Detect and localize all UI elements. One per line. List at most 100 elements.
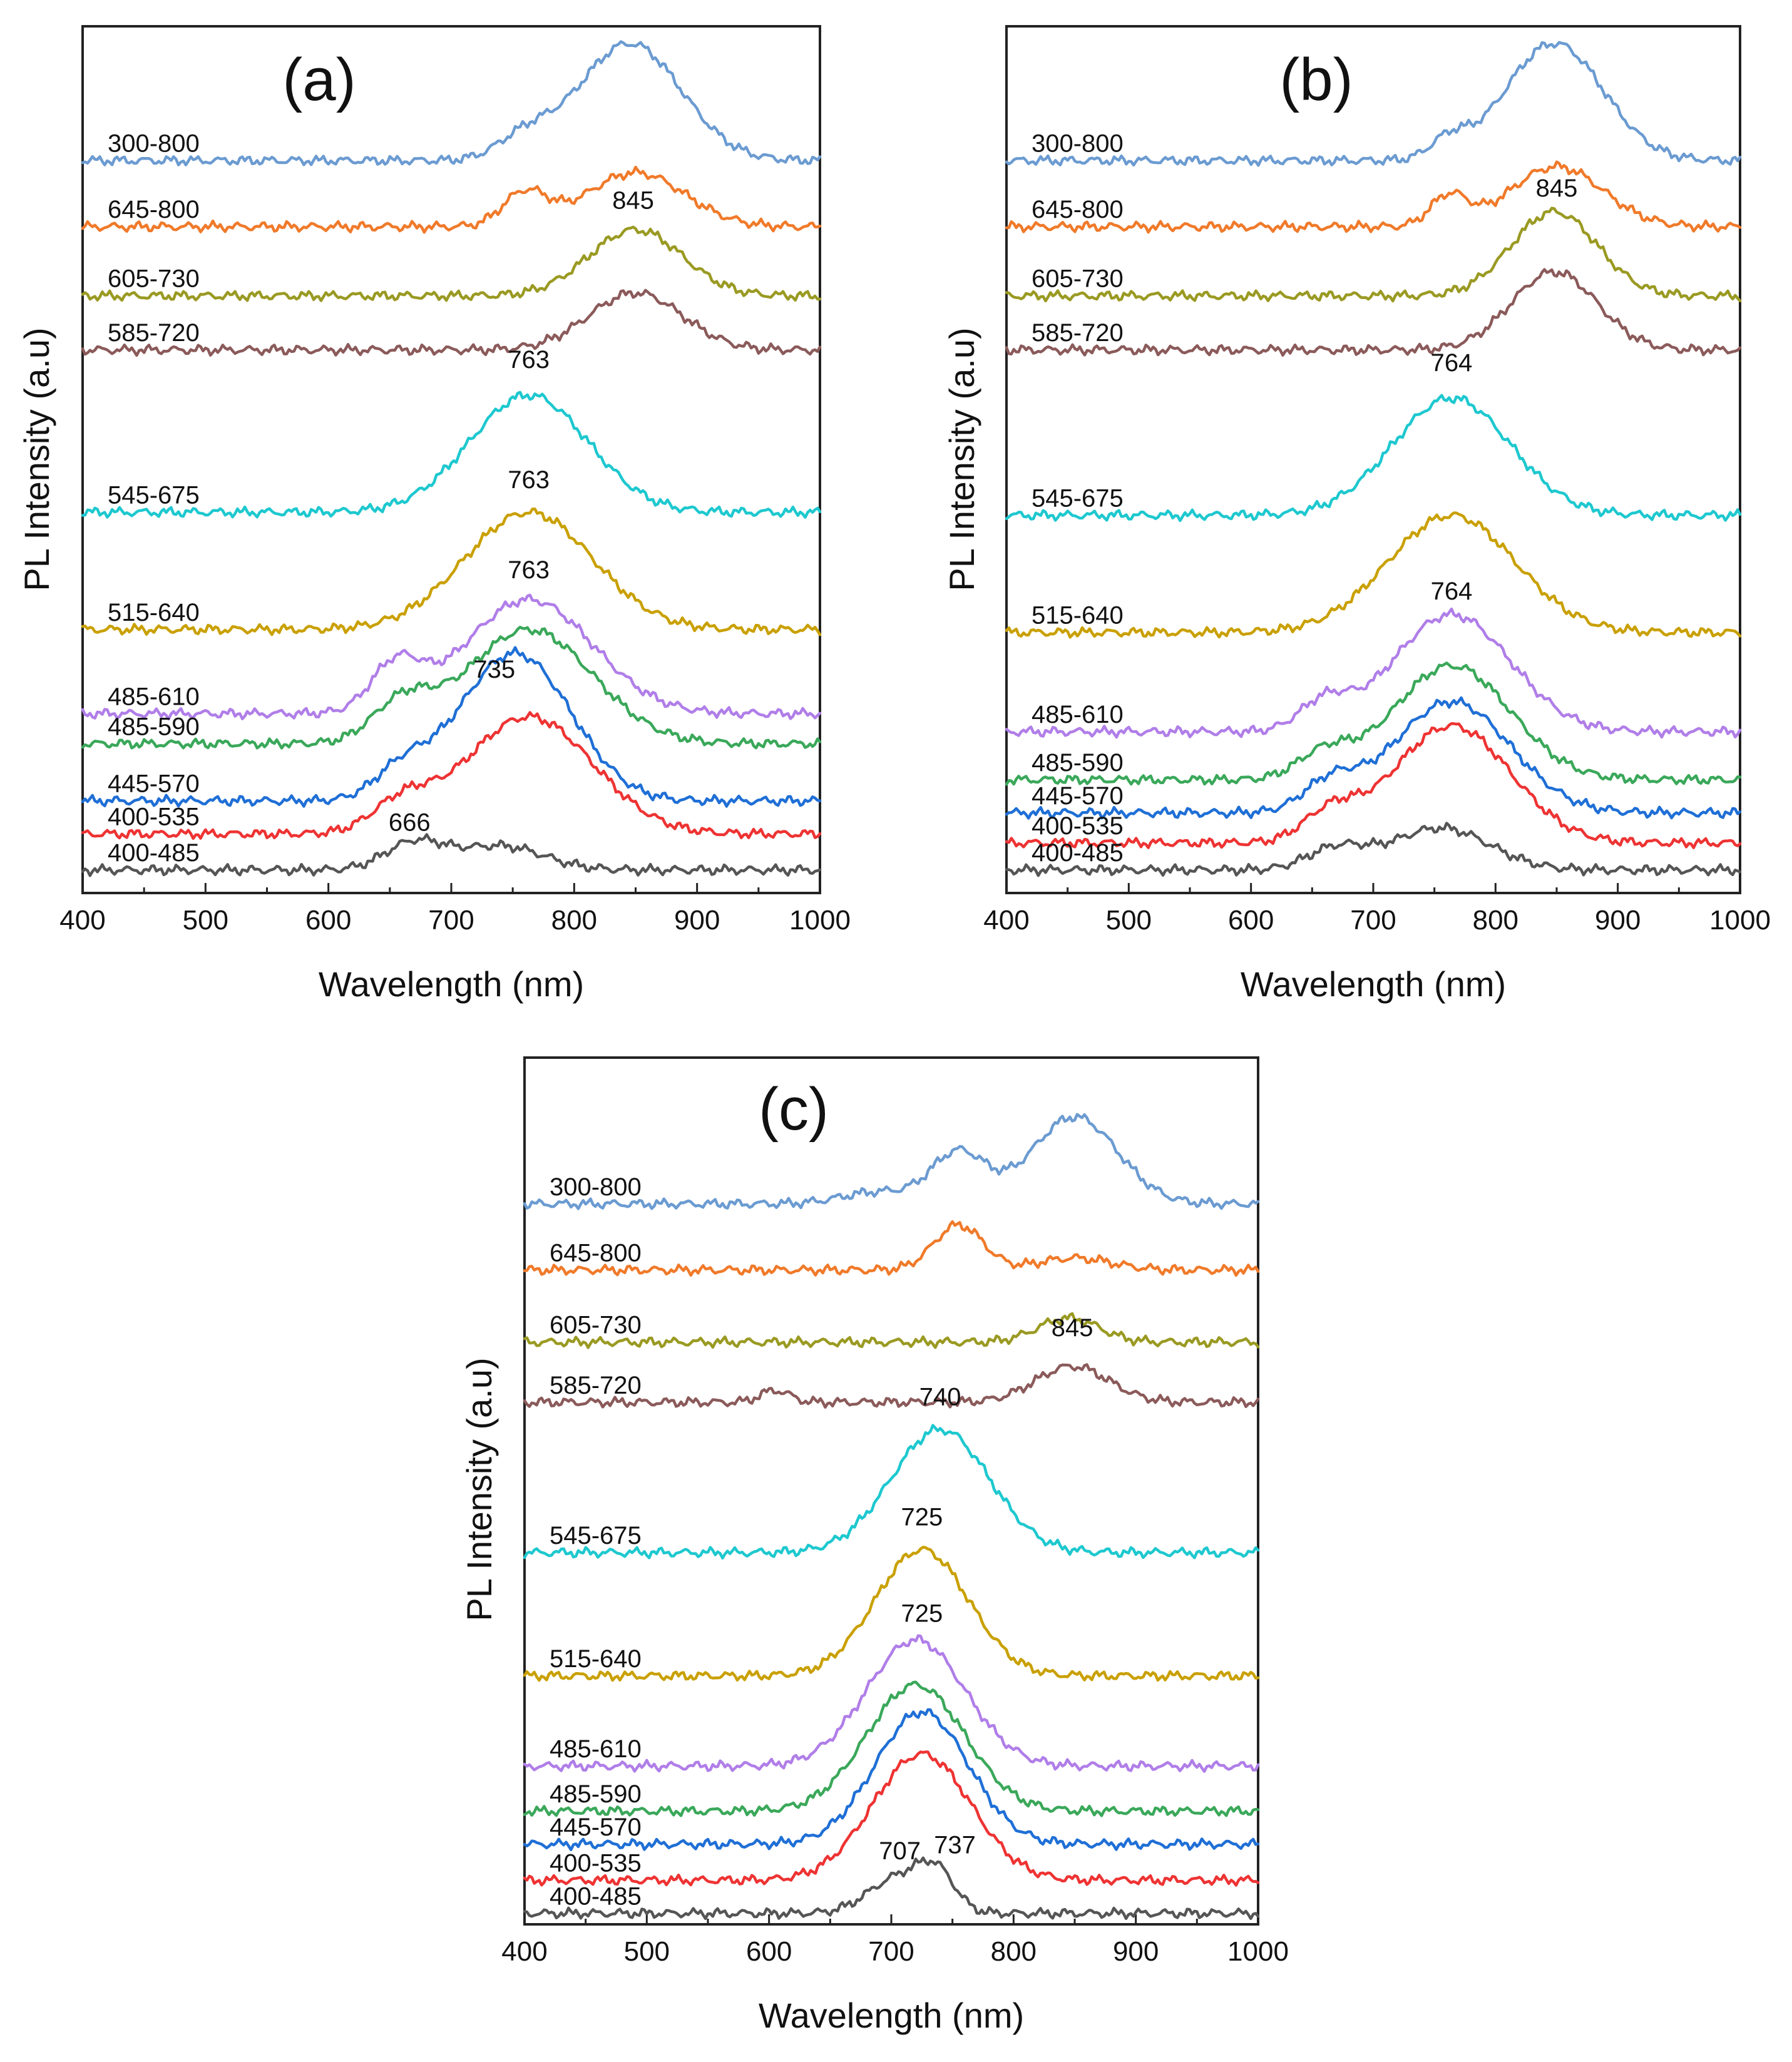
series-line-485-610: [81, 593, 822, 721]
series-label: 605-730: [550, 1312, 642, 1339]
panel-a: (a) Wavelength (nm) PL Intensity (a.u) 4…: [17, 25, 851, 1004]
x-tick-label: 1000: [789, 905, 851, 936]
series-line-300-800: [81, 40, 822, 166]
peak-label: 737: [934, 1831, 976, 1859]
x-tick-label: 600: [1228, 905, 1274, 936]
x-ticks: 400 500 600 700 800 900 1000: [59, 883, 851, 936]
series-line-605-730: [523, 1312, 1260, 1349]
x-tick-label: 500: [1106, 905, 1152, 936]
series-line-445-570: [81, 646, 822, 808]
peak-label: 725: [901, 1600, 943, 1627]
x-ticks: 400 500 600 700 800 900 1000: [501, 1914, 1289, 1967]
series-label: 485-590: [108, 713, 200, 740]
x-tick-label: 900: [1595, 905, 1641, 936]
series-line-400-535: [1005, 722, 1742, 849]
series-line-300-800: [523, 1113, 1260, 1210]
peak-label: 845: [1052, 1314, 1093, 1342]
y-axis-title: PL Intensity (a.u): [17, 327, 56, 591]
series-line-445-570: [523, 1708, 1260, 1852]
x-tick-label: 700: [1350, 905, 1396, 936]
peak-labels: 845 740 725 725 707 737: [879, 1314, 1093, 1865]
peak-label: 763: [508, 466, 550, 494]
x-tick-label: 400: [59, 905, 105, 936]
x-tick-label: 700: [868, 1936, 914, 1967]
x-ticks: 400 500 600 700 800 900 1000: [983, 883, 1771, 936]
peak-label: 845: [1536, 175, 1578, 202]
x-tick-label: 900: [674, 905, 720, 936]
series-line-400-535: [523, 1750, 1260, 1887]
series-line-585-720: [1005, 268, 1742, 357]
series-line-485-590: [81, 625, 822, 750]
series-line-485-610: [523, 1634, 1260, 1773]
series-label: 605-730: [108, 265, 200, 293]
x-tick-label: 900: [1113, 1936, 1159, 1967]
series-line-645-800: [523, 1220, 1260, 1277]
series-line-645-800: [81, 165, 822, 234]
series-label: 400-535: [1032, 812, 1124, 840]
peak-label: 707: [879, 1837, 921, 1865]
series-curves: [1005, 41, 1742, 877]
x-tick-label: 1000: [1709, 905, 1771, 936]
peak-label: 764: [1431, 578, 1473, 605]
series-line-445-570: [1005, 696, 1742, 820]
series-line-585-720: [81, 288, 822, 357]
peak-labels: 845 763 763 763 735 666: [389, 186, 654, 836]
peak-label: 735: [473, 656, 515, 683]
panel-label: (c): [759, 1076, 829, 1143]
series-label: 400-485: [1032, 839, 1124, 867]
series-label: 645-800: [1032, 196, 1124, 223]
series-label: 515-640: [1032, 602, 1124, 630]
x-axis-title: Wavelength (nm): [1241, 964, 1506, 1004]
series-labels: 300-800 645-800 605-730 585-720 545-675 515-6…: [550, 1173, 642, 1911]
series-label: 300-800: [550, 1173, 642, 1201]
series-label: 515-640: [108, 599, 200, 626]
peak-label: 740: [919, 1384, 961, 1411]
peak-label: 763: [508, 346, 550, 374]
series-label: 585-720: [1032, 319, 1124, 347]
series-label: 585-720: [108, 319, 200, 347]
series-line-605-730: [81, 225, 822, 302]
x-tick-label: 1000: [1227, 1936, 1289, 1967]
x-tick-label: 800: [551, 905, 597, 936]
peak-label: 763: [508, 556, 550, 584]
panel-label: (a): [282, 46, 356, 113]
series-line-515-640: [1005, 511, 1742, 639]
series-line-485-590: [523, 1680, 1260, 1817]
series-curves: [81, 40, 822, 877]
series-label: 545-675: [1032, 484, 1124, 512]
series-labels: 300-800 645-800 605-730 585-720 545-675 515-6…: [1032, 130, 1124, 867]
series-line-400-485: [1005, 822, 1742, 877]
x-tick-label: 600: [305, 905, 351, 936]
series-line-300-800: [1005, 41, 1742, 167]
series-label: 400-485: [108, 839, 200, 867]
panel-b: (b) Wavelength (nm) PL Intensity (a.u) 4…: [942, 25, 1771, 1004]
x-tick-label: 600: [746, 1936, 792, 1967]
series-line-400-485: [523, 1856, 1260, 1921]
series-line-545-675: [81, 390, 822, 519]
x-tick-label: 800: [991, 1936, 1037, 1967]
series-label: 445-570: [550, 1814, 642, 1841]
series-line-400-535: [81, 711, 822, 840]
series-label: 300-800: [1032, 130, 1124, 158]
series-label: 300-800: [108, 130, 200, 158]
series-label: 545-675: [108, 482, 200, 509]
series-label: 400-485: [550, 1882, 642, 1910]
series-label: 485-610: [108, 683, 200, 710]
series-label: 485-590: [1032, 749, 1124, 777]
peak-label: 845: [612, 186, 654, 214]
peak-label: 764: [1431, 349, 1473, 377]
series-line-515-640: [81, 508, 822, 636]
x-tick-label: 500: [624, 1936, 670, 1967]
series-line-485-590: [1005, 661, 1742, 786]
peak-label: 725: [901, 1504, 943, 1531]
x-tick-label: 400: [501, 1936, 547, 1967]
series-label: 645-800: [108, 196, 200, 223]
series-label: 545-675: [550, 1522, 642, 1549]
series-label: 485-610: [550, 1735, 642, 1763]
series-line-400-485: [81, 833, 822, 877]
y-axis-title: PL Intensity (a.u): [942, 327, 981, 591]
panel-c: (c) Wavelength (nm) PL Intensity (a.u) 4…: [459, 1056, 1289, 2035]
series-labels: 300-800 645-800 605-730 585-720 545-675 515-6…: [108, 130, 200, 867]
